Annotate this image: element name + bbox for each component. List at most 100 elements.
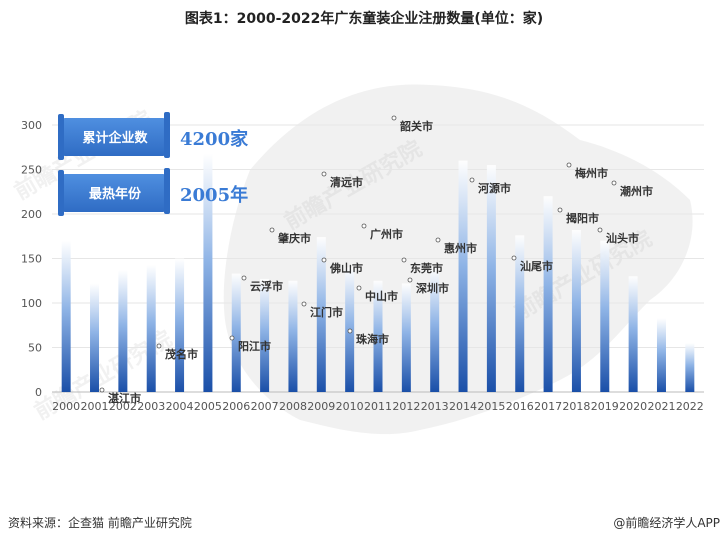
city-marker <box>401 257 407 263</box>
city-marker <box>469 177 475 183</box>
x-tick-label: 2003 <box>137 400 165 413</box>
city-marker <box>611 180 617 186</box>
bar-2005 <box>203 153 213 392</box>
bar-2007 <box>260 278 270 392</box>
city-label: 深圳市 <box>416 281 449 295</box>
bar-2019 <box>600 240 610 392</box>
city-label: 阳江市 <box>238 339 271 353</box>
bar-2020 <box>628 276 638 392</box>
x-tick-label: 2020 <box>619 400 647 413</box>
city-marker <box>347 328 353 334</box>
city-label: 珠海市 <box>356 332 389 346</box>
x-tick-label: 2013 <box>421 400 449 413</box>
y-tick-label: 300 <box>21 119 42 132</box>
x-tick-label: 2016 <box>506 400 534 413</box>
city-label: 云浮市 <box>250 279 283 293</box>
city-label: 广州市 <box>370 227 403 241</box>
bar-2001 <box>90 283 100 392</box>
badge-year-label: 最热年份 <box>89 186 142 202</box>
bar-2006 <box>231 273 241 392</box>
badge-total-scroll-right <box>164 112 170 158</box>
x-tick-label: 2010 <box>336 400 364 413</box>
badge-year-bg <box>62 174 166 212</box>
bars <box>61 153 695 392</box>
badge-year: 最热年份 2005年 <box>58 168 248 216</box>
bar-2018 <box>571 230 581 392</box>
y-tick-label: 150 <box>21 253 42 266</box>
x-tick-label: 2012 <box>392 400 420 413</box>
city-marker <box>321 171 327 177</box>
city-label: 梅州市 <box>575 166 608 180</box>
badge-year-scroll-right <box>164 168 170 214</box>
city-marker <box>99 387 105 393</box>
bar-2013 <box>430 267 440 392</box>
chart-title: 图表1：2000-2022年广东童装企业注册数量(单位：家) <box>184 11 544 27</box>
x-tick-label: 2002 <box>109 400 137 413</box>
city-marker <box>566 162 572 168</box>
y-tick-label: 50 <box>28 342 42 355</box>
city-marker <box>269 227 275 233</box>
city-marker <box>557 207 563 213</box>
x-tick-label: 2000 <box>52 400 80 413</box>
bar-2017 <box>543 196 553 392</box>
x-tick-label: 2007 <box>251 400 279 413</box>
city-marker <box>597 227 603 233</box>
city-label: 清远市 <box>330 175 363 189</box>
bar-2003 <box>146 264 156 392</box>
bar-2015 <box>486 165 496 392</box>
city-marker <box>229 335 235 341</box>
x-tick-label: 2015 <box>477 400 505 413</box>
badge-total-bg <box>62 118 166 156</box>
bar-2012 <box>401 283 411 392</box>
bar-2000 <box>61 240 71 392</box>
bar-2011 <box>373 280 383 392</box>
x-tick-label: 2017 <box>534 400 562 413</box>
bar-2004 <box>175 258 185 392</box>
city-label: 潮州市 <box>620 184 653 198</box>
city-label: 汕尾市 <box>520 259 553 273</box>
x-tick-label: 2022 <box>676 400 704 413</box>
x-tick-label: 2006 <box>222 400 250 413</box>
badge-year-scroll <box>58 170 64 216</box>
city-marker <box>356 285 362 291</box>
city-label: 肇庆市 <box>277 231 311 245</box>
bar-2008 <box>288 280 298 392</box>
city-marker <box>511 255 517 261</box>
city-label: 汕头市 <box>606 231 639 245</box>
bar-2016 <box>515 235 525 392</box>
y-tick-label: 250 <box>21 164 42 177</box>
x-tick-label: 2005 <box>194 400 222 413</box>
bar-2022 <box>685 343 695 392</box>
city-label: 湛江市 <box>108 391 141 405</box>
bar-2009 <box>316 237 326 392</box>
city-marker <box>301 301 307 307</box>
city-label: 河源市 <box>478 181 511 195</box>
city-label: 江门市 <box>310 305 343 319</box>
city-marker <box>391 115 397 121</box>
city-label: 佛山市 <box>329 261 363 275</box>
city-label: 东莞市 <box>410 261 443 275</box>
y-tick-label: 100 <box>21 297 42 310</box>
city-marker <box>407 277 413 283</box>
city-marker <box>156 343 162 349</box>
x-tick-label: 2021 <box>647 400 675 413</box>
x-tick-label: 2004 <box>166 400 194 413</box>
city-label: 揭阳市 <box>566 211 599 225</box>
y-tick-label: 0 <box>35 386 42 399</box>
x-tick-label: 2014 <box>449 400 477 413</box>
x-axis-ticks: 2000 2001 2002 2003 2004 2005 2006 2007 2008 2009… <box>52 400 704 413</box>
city-label: 惠州市 <box>444 241 477 255</box>
x-tick-label: 2009 <box>307 400 335 413</box>
city-marker <box>241 275 247 281</box>
x-tick-label: 2019 <box>591 400 619 413</box>
badge-year-value: 2005年 <box>180 184 248 206</box>
x-tick-label: 2008 <box>279 400 307 413</box>
badge-total: 累计企业数 4200家 <box>58 112 249 160</box>
credit-note: @前瞻经济学人APP <box>613 516 720 530</box>
y-axis-ticks: 0 50 100 150 200 250 300 <box>21 119 42 399</box>
bar-2014 <box>458 160 468 392</box>
source-note: 资料来源：企查猫 前瞻产业研究院 <box>8 516 192 530</box>
x-tick-label: 2018 <box>562 400 590 413</box>
